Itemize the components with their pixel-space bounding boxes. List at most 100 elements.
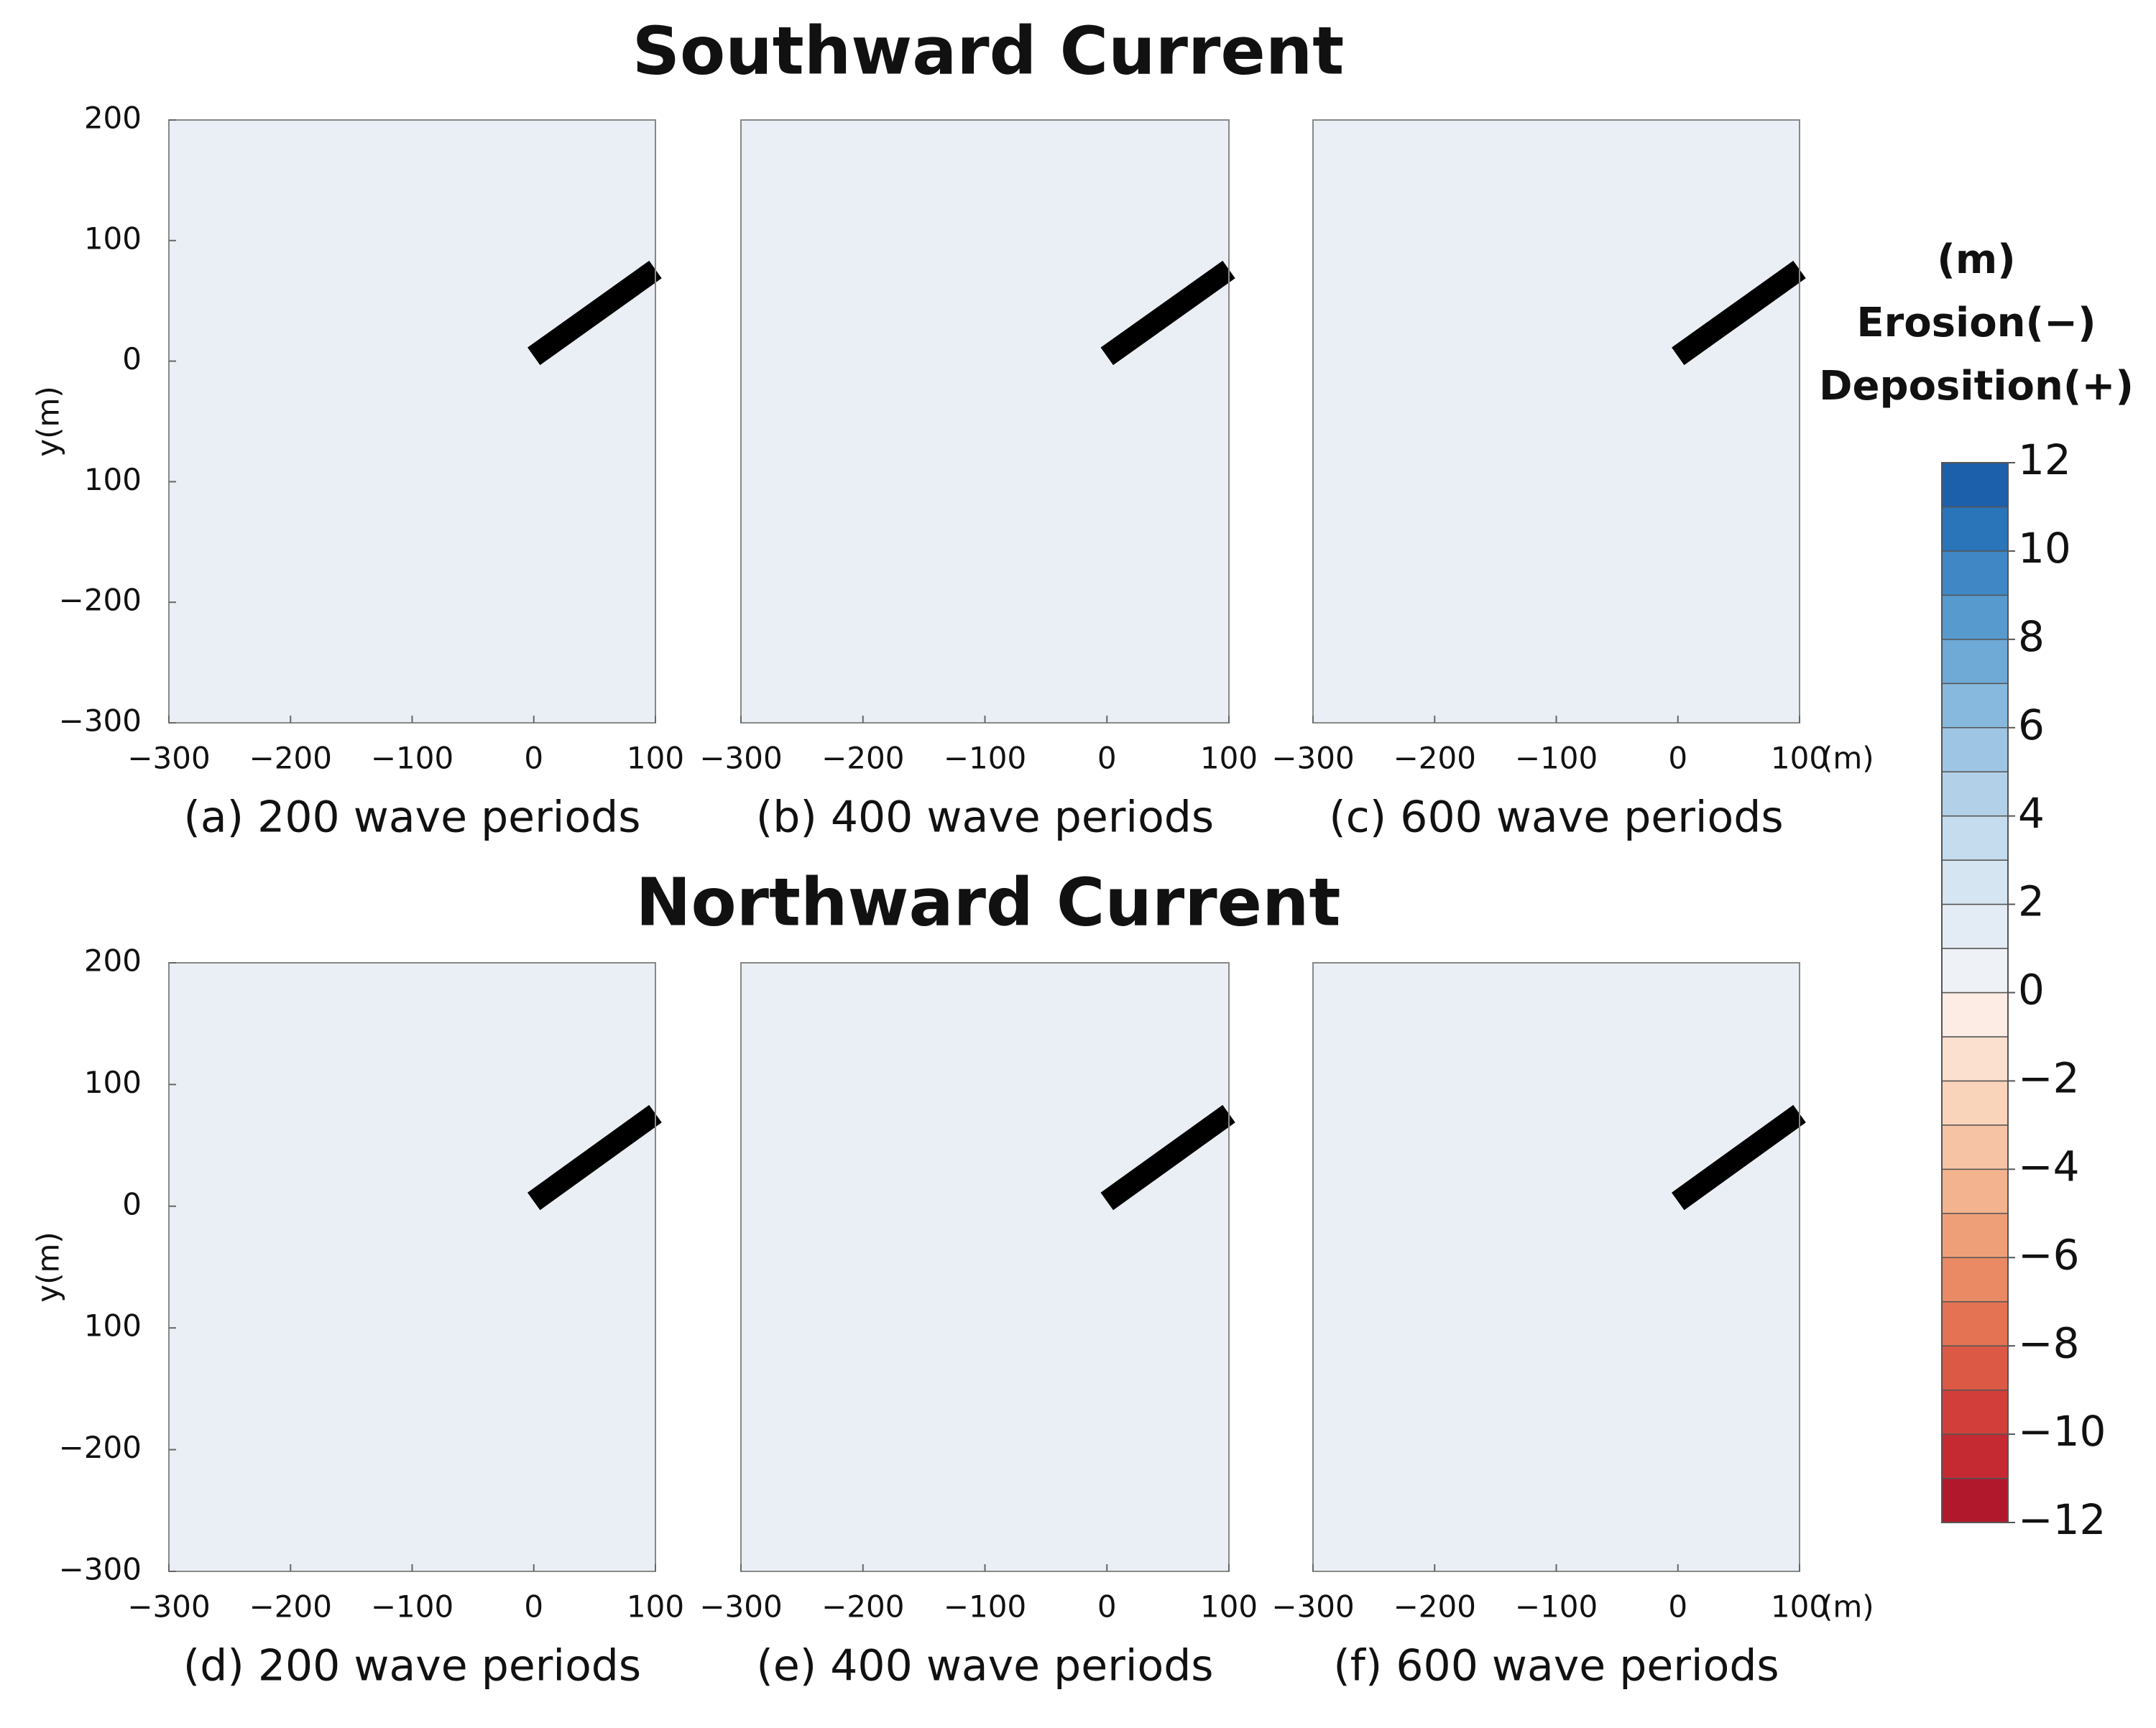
x-tick-label: −100 [371,741,453,776]
colorbar-title: Erosion(−) [1856,300,2096,346]
x-tick-label: 0 [1097,1589,1117,1625]
colorbar-bin [1941,1389,2009,1435]
panel-title: (c) 600 wave periods [1329,793,1783,843]
colorbar-bin [1941,903,2009,949]
colorbar-label: 4 [2018,789,2045,838]
jetty [527,1104,662,1211]
x-tick-label: −100 [1515,1589,1598,1625]
x-tick-label: −300 [1271,1589,1354,1625]
field [1313,963,1800,1571]
colorbar-bin [1941,992,2009,1038]
colorbar-label: 12 [2018,435,2071,484]
colorbar-bin [1941,771,2009,817]
colorbar-bin [1941,639,2009,685]
colorbar-label: −8 [2018,1318,2080,1367]
colorbar-title: Deposition(+) [1819,363,2134,410]
colorbar-title: (m) [1937,236,2016,283]
x-tick-label: 0 [524,1589,543,1625]
colorbar-label: −6 [2018,1230,2080,1279]
y-tick-label: −300 [59,703,142,739]
y-tick-label: −200 [59,1430,142,1465]
colorbar-bin [1941,815,2009,861]
panel-title: (f) 600 wave periods [1333,1641,1779,1691]
field [1313,120,1800,723]
x-tick-label: −300 [127,1589,210,1625]
section-title: Northward Current [635,864,1340,941]
x-tick-label: 100 [627,1589,684,1625]
colorbar-label: 8 [2018,612,2045,661]
x-tick-label: −200 [249,741,332,776]
colorbar-label: 10 [2018,524,2071,573]
colorbar-bin [1941,1168,2009,1214]
colorbar-label: −4 [2018,1142,2080,1191]
x-tick-label: −100 [944,741,1026,776]
jetty [528,260,662,366]
colorbar-bin [1941,1213,2009,1258]
y-tick-label: 100 [84,1065,142,1100]
x-tick-label: −300 [1271,741,1354,776]
x-tick-label: 0 [1668,741,1687,776]
y-tick-label: −300 [59,1552,142,1587]
y-axis-label: y(m) [31,386,66,457]
x-tick-label: −300 [699,1589,782,1625]
colorbar-label: 6 [2018,701,2045,749]
panel-title: (a) 200 wave periods [184,793,641,843]
y-axis-label: y(m) [31,1232,66,1303]
field [741,963,1229,1571]
field [169,963,655,1571]
colorbar-bin [1941,1300,2009,1346]
x-tick-label: −300 [699,741,782,776]
y-tick-label: −200 [59,583,142,618]
x-tick-label: −100 [371,1589,453,1625]
colorbar-bin [1941,506,2009,552]
colorbar-bin [1941,1036,2009,1082]
colorbar-bin [1941,1257,2009,1303]
colorbar-bin [1941,550,2009,596]
y-tick-label: 100 [84,1308,142,1344]
y-tick-label: 200 [84,101,142,136]
colorbar-label: −12 [2018,1495,2106,1544]
colorbar-label: −2 [2018,1054,2080,1103]
x-tick-label: 100 [1771,741,1828,776]
panel-title: (d) 200 wave periods [183,1641,641,1691]
x-tick-label: 100 [1771,1589,1828,1625]
colorbar-bin [1941,948,2009,994]
field [169,120,655,723]
colorbar-bin [1941,594,2009,640]
x-tick-label: −300 [127,741,210,776]
x-tick-label: 0 [524,741,543,776]
x-tick-label: 100 [627,741,684,776]
jetty [1100,260,1235,366]
x-tick-label: −100 [1515,741,1598,776]
y-tick-label: 200 [84,943,142,979]
y-tick-label: 0 [122,1186,142,1221]
jetty [1671,1104,1806,1211]
y-tick-label: 100 [84,221,142,256]
x-axis-label: (m) [1821,741,1874,776]
colorbar-bin [1941,1345,2009,1391]
field [741,120,1229,723]
panel-title: (e) 400 wave periods [756,1641,1213,1691]
y-tick-label: 100 [84,462,142,497]
x-tick-label: −200 [821,1589,904,1625]
colorbar-bin [1941,683,2009,729]
colorbar-bin [1941,1433,2009,1479]
colorbar-bin [1941,1124,2009,1170]
x-tick-label: 0 [1668,1589,1687,1625]
jetty [1100,1104,1235,1211]
jetty [1672,260,1806,366]
x-tick-label: −200 [1393,741,1476,776]
x-tick-label: −200 [249,1589,332,1625]
x-tick-label: 0 [1097,741,1117,776]
section-title: Southward Current [632,12,1344,89]
colorbar-label: −10 [2018,1407,2106,1456]
x-tick-label: 100 [1200,1589,1258,1625]
colorbar-bin [1941,727,2009,772]
colorbar-bin [1941,859,2009,905]
colorbar-label: 2 [2018,877,2045,926]
panel-title: (b) 400 wave periods [756,793,1214,843]
x-tick-label: −100 [944,1589,1026,1625]
colorbar-bin [1941,1080,2009,1126]
x-tick-label: −200 [1393,1589,1476,1625]
